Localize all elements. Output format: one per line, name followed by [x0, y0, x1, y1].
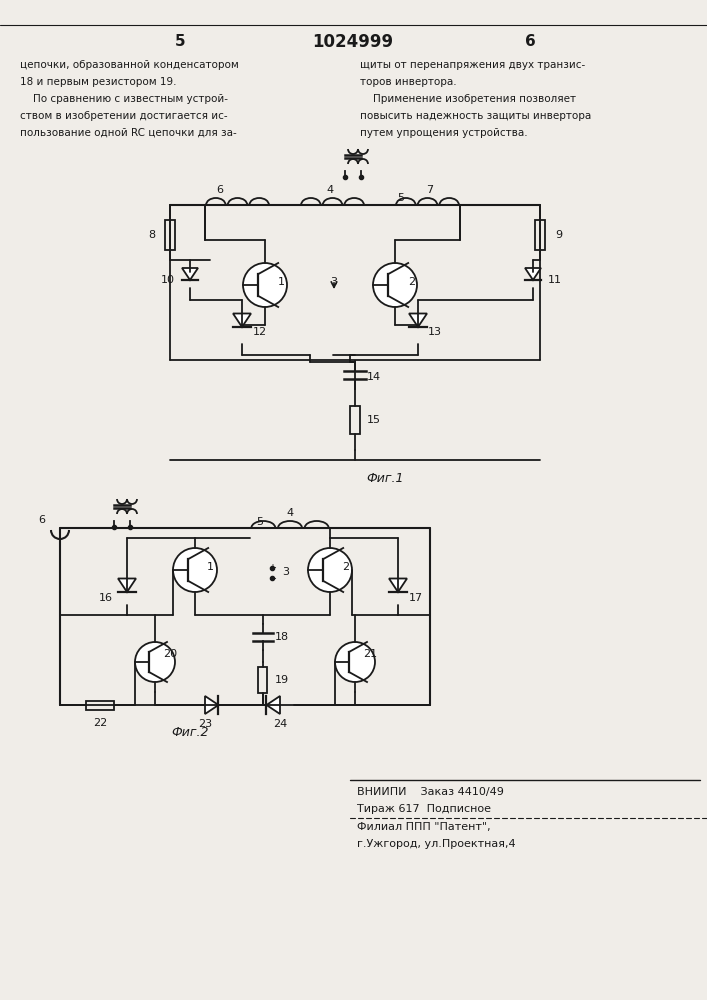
- Bar: [259, 667, 267, 693]
- Text: 5: 5: [397, 193, 404, 203]
- Polygon shape: [118, 578, 136, 592]
- Bar: [535, 220, 545, 250]
- Circle shape: [243, 263, 287, 307]
- Text: 19: 19: [275, 675, 289, 685]
- Text: 1: 1: [278, 277, 285, 287]
- Text: 1: 1: [207, 562, 214, 572]
- Text: 21: 21: [363, 649, 377, 659]
- Text: 2: 2: [408, 277, 415, 287]
- Text: -: -: [274, 573, 280, 583]
- Text: путем упрощения устройства.: путем упрощения устройства.: [360, 128, 527, 138]
- Text: Фиг.1: Фиг.1: [366, 472, 404, 485]
- Text: +: +: [269, 563, 280, 573]
- Text: 24: 24: [273, 719, 287, 729]
- Bar: [86, 700, 114, 710]
- Bar: [350, 406, 360, 434]
- Polygon shape: [233, 314, 251, 327]
- Text: ством в изобретении достигается ис-: ством в изобретении достигается ис-: [20, 111, 228, 121]
- Text: 6: 6: [216, 185, 223, 195]
- Text: 5: 5: [175, 34, 185, 49]
- Text: 4: 4: [327, 185, 334, 195]
- Polygon shape: [525, 268, 541, 280]
- Text: 11: 11: [548, 275, 562, 285]
- Text: повысить надежность защиты инвертора: повысить надежность защиты инвертора: [360, 111, 591, 121]
- Text: 16: 16: [99, 593, 113, 603]
- Text: 1024999: 1024999: [312, 33, 394, 51]
- Bar: [165, 220, 175, 250]
- Polygon shape: [409, 314, 427, 327]
- Text: 15: 15: [367, 415, 381, 425]
- Text: пользование одной RC цепочки для за-: пользование одной RC цепочки для за-: [20, 128, 237, 138]
- Text: 9: 9: [555, 230, 562, 240]
- Text: ВНИИПИ    Заказ 4410/49: ВНИИПИ Заказ 4410/49: [357, 787, 504, 797]
- Text: 7: 7: [426, 185, 433, 195]
- Text: 17: 17: [409, 593, 423, 603]
- Text: 22: 22: [93, 718, 107, 728]
- Text: По сравнению с известным устрой-: По сравнению с известным устрой-: [20, 94, 228, 104]
- Text: 6: 6: [525, 34, 535, 49]
- Circle shape: [173, 548, 217, 592]
- Text: Фиг.2: Фиг.2: [171, 726, 209, 738]
- Text: 3: 3: [330, 277, 337, 287]
- Text: 10: 10: [161, 275, 175, 285]
- Text: Применение изобретения позволяет: Применение изобретения позволяет: [360, 94, 576, 104]
- Circle shape: [335, 642, 375, 682]
- Circle shape: [135, 642, 175, 682]
- Text: щиты от перенапряжения двух транзис-: щиты от перенапряжения двух транзис-: [360, 60, 585, 70]
- Text: 18 и первым резистором 19.: 18 и первым резистором 19.: [20, 77, 177, 87]
- Polygon shape: [389, 578, 407, 592]
- Circle shape: [373, 263, 417, 307]
- Text: торов инвертора.: торов инвертора.: [360, 77, 457, 87]
- Polygon shape: [205, 696, 218, 714]
- Text: 4: 4: [286, 508, 293, 518]
- Text: 6: 6: [38, 515, 45, 525]
- Text: 12: 12: [253, 327, 267, 337]
- Circle shape: [308, 548, 352, 592]
- Text: 5: 5: [257, 517, 264, 527]
- Text: 20: 20: [163, 649, 177, 659]
- Text: 23: 23: [198, 719, 212, 729]
- Text: цепочки, образованной конденсатором: цепочки, образованной конденсатором: [20, 60, 239, 70]
- Text: 2: 2: [342, 562, 349, 572]
- Text: 14: 14: [367, 372, 381, 382]
- Text: 3: 3: [282, 567, 289, 577]
- Text: 8: 8: [148, 230, 155, 240]
- Polygon shape: [267, 696, 280, 714]
- Text: г.Ужгород, ул.Проектная,4: г.Ужгород, ул.Проектная,4: [357, 839, 515, 849]
- Text: 18: 18: [275, 632, 289, 642]
- Text: Тираж 617  Подписное: Тираж 617 Подписное: [357, 804, 491, 814]
- Text: 13: 13: [428, 327, 442, 337]
- Polygon shape: [182, 268, 198, 280]
- Text: Филиал ППП "Патент",: Филиал ППП "Патент",: [357, 822, 491, 832]
